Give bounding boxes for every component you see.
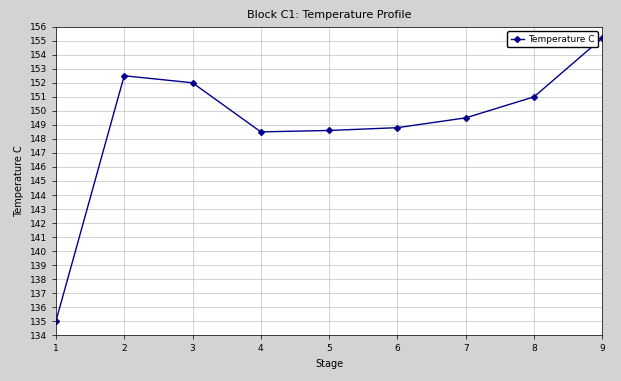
Temperature C bbox=[52, 319, 60, 323]
Temperature C bbox=[325, 128, 333, 133]
Temperature C bbox=[257, 130, 265, 134]
Temperature C bbox=[462, 115, 469, 120]
Title: Block C1: Temperature Profile: Block C1: Temperature Profile bbox=[247, 10, 411, 20]
Temperature C bbox=[120, 74, 128, 78]
Line: Temperature C: Temperature C bbox=[54, 36, 604, 323]
Y-axis label: Temperature C: Temperature C bbox=[14, 145, 24, 217]
X-axis label: Stage: Stage bbox=[315, 359, 343, 369]
Temperature C bbox=[530, 94, 538, 99]
Temperature C bbox=[599, 35, 606, 40]
Temperature C bbox=[189, 80, 196, 85]
Legend: Temperature C: Temperature C bbox=[507, 31, 598, 47]
Temperature C bbox=[394, 125, 401, 130]
